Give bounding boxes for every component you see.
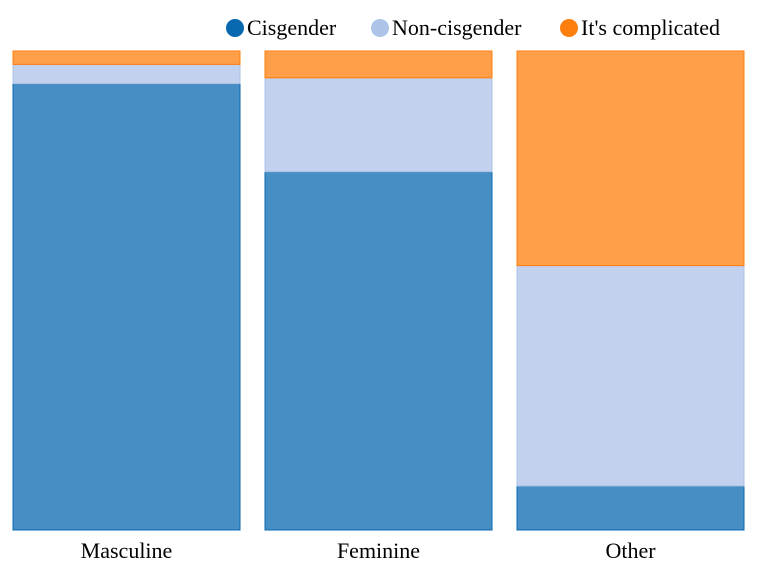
bar-masculine-it-s-complicated (12, 50, 241, 65)
legend-item-cisgender: Cisgender (226, 15, 337, 40)
x-tick-label-other: Other (605, 538, 656, 563)
bar-feminine-non-cisgender (264, 77, 493, 173)
legend-label-non-cisgender: Non-cisgender (392, 15, 522, 40)
bar-other-it-s-complicated (516, 50, 745, 267)
bars (12, 50, 745, 531)
legend-item-it-s-complicated: It's complicated (560, 15, 720, 40)
x-axis-labels: Masculine Feminine Other (81, 538, 657, 563)
legend-label-cisgender: Cisgender (247, 15, 337, 40)
bar-other-cisgender (516, 485, 745, 531)
x-tick-label-masculine: Masculine (81, 538, 173, 563)
legend-marker-non-cisgender (371, 19, 389, 37)
x-tick-label-feminine: Feminine (337, 538, 420, 563)
bar-masculine-non-cisgender (12, 63, 241, 85)
legend-label-it-s-complicated: It's complicated (581, 15, 720, 40)
legend-marker-cisgender (226, 19, 244, 37)
legend-marker-it-s-complicated (560, 19, 578, 37)
bar-masculine-cisgender (12, 83, 241, 531)
legend: Cisgender Non-cisgender It's complicated (226, 15, 720, 40)
bar-feminine-it-s-complicated (264, 50, 493, 79)
legend-item-non-cisgender: Non-cisgender (371, 15, 522, 40)
bar-other-non-cisgender (516, 265, 745, 487)
bar-feminine-cisgender (264, 171, 493, 531)
